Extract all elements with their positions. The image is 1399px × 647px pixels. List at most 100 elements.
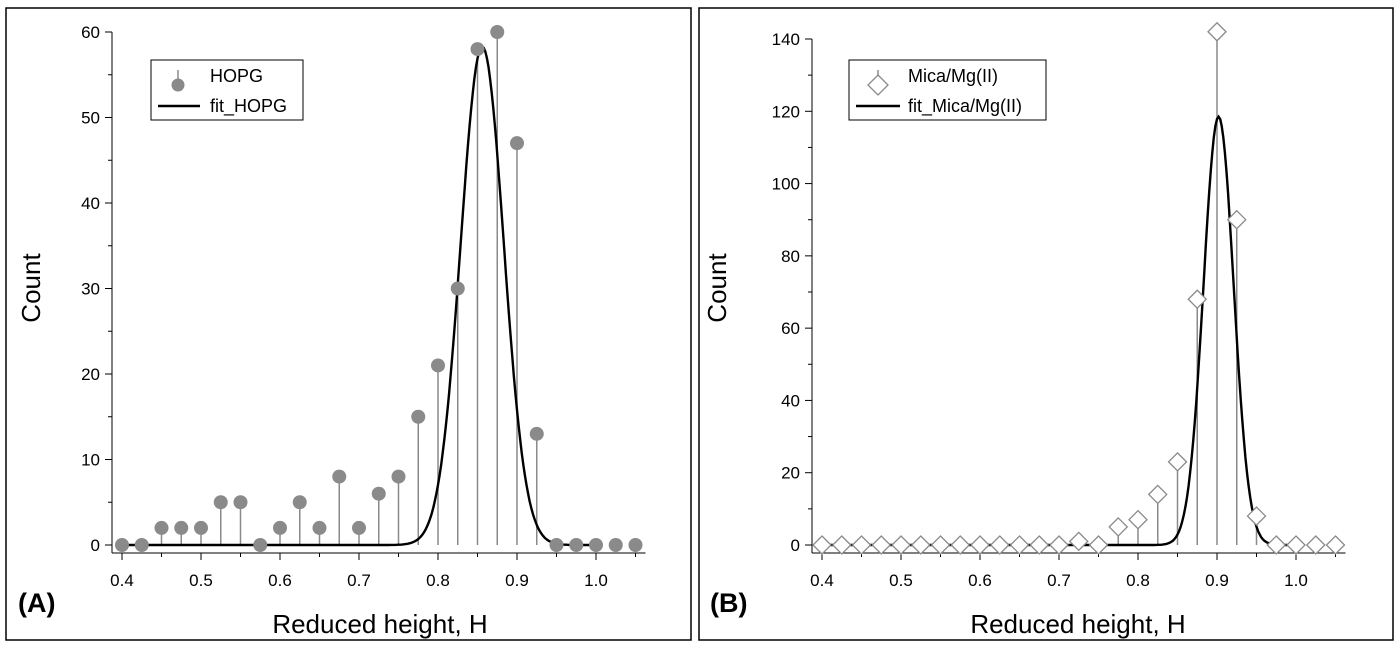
panel-b-data-point bbox=[1068, 531, 1089, 552]
panel-a-x-tick-label: 0.7 bbox=[347, 571, 371, 590]
panel-a-legend-series-label: HOPG bbox=[210, 66, 263, 86]
panel-a-x-tick-label: 0.4 bbox=[110, 571, 134, 590]
panel-b-y-tick-label: 40 bbox=[781, 391, 800, 410]
panel-b-fit bbox=[822, 114, 1296, 547]
panel-a-data-point bbox=[589, 538, 603, 552]
panel-a-xlabel: Reduced height, H bbox=[272, 609, 487, 639]
panel-b-data-point bbox=[1305, 535, 1326, 555]
panel-a: 0 10 20 30 40 50 60 0.4 0.5 0.6 0.7 0.8 0.9 1.0 HOPG … bbox=[5, 7, 692, 641]
panel-b-fit-curve bbox=[822, 114, 1296, 547]
panel-a-x-tick-label: 0.5 bbox=[189, 571, 213, 590]
panel-a-data-point bbox=[569, 538, 584, 552]
panel-a-fit bbox=[122, 44, 596, 547]
panel-b-stems bbox=[1078, 31, 1258, 545]
panel-b-data-point bbox=[871, 535, 892, 555]
panel-b-legend-marker bbox=[867, 74, 889, 96]
panel-a-data-point bbox=[292, 495, 307, 510]
panel-b-data-point bbox=[1167, 451, 1188, 472]
panel-b-data-point bbox=[1246, 506, 1267, 527]
panel-b-axes: 0 20 40 60 80 100 120 140 0.4 0.5 0.6 0.7 0.8 0.9 1.0 bbox=[772, 30, 1346, 590]
panel-b-x-tick-label: 0.5 bbox=[889, 571, 913, 590]
panel-b-data-point bbox=[891, 535, 911, 555]
panel-b-data-point bbox=[1009, 535, 1030, 555]
panel-b-data-point bbox=[989, 535, 1010, 555]
panel-b-data-point bbox=[910, 535, 931, 555]
panel-b-y-tick-label: 0 bbox=[791, 536, 800, 555]
panel-b-data-point bbox=[1029, 535, 1050, 555]
panel-b-y-tick-label: 120 bbox=[772, 102, 800, 121]
panel-a-x-tick-label: 0.9 bbox=[505, 571, 529, 590]
panel-b-legend-fit-label: fit_Mica/Mg(II) bbox=[908, 96, 1022, 117]
panel-b-data-point bbox=[1325, 535, 1346, 555]
panel-a-data-point bbox=[510, 136, 524, 151]
panel-b-y-tick-label: 20 bbox=[781, 464, 800, 483]
panel-a-y-tick-label: 50 bbox=[81, 109, 100, 128]
panel-b-label: (B) bbox=[710, 588, 747, 618]
panel-a-data-point bbox=[490, 25, 505, 39]
panel-b-data-point bbox=[812, 535, 832, 555]
panel-b-x-tick-label: 0.9 bbox=[1205, 571, 1229, 590]
panel-b-legend: Mica/Mg(II) fit_Mica/Mg(II) bbox=[848, 59, 1047, 121]
panel-b-legend-series-label: Mica/Mg(II) bbox=[908, 66, 998, 86]
panel-a-data-point bbox=[391, 469, 406, 484]
panel-a-label: (A) bbox=[18, 588, 55, 618]
panel-b-x-tick-label: 0.6 bbox=[968, 571, 992, 590]
panel-a-x-tick-label: 1.0 bbox=[584, 571, 608, 590]
panel-b-data-point bbox=[1207, 21, 1227, 42]
panel-b-frame bbox=[698, 7, 1394, 641]
panel-b-y-tick-label: 80 bbox=[781, 247, 800, 266]
panel-a-y-tick-label: 30 bbox=[81, 280, 100, 299]
panel-b-data-point bbox=[1226, 209, 1247, 230]
panel-a-data-point bbox=[115, 538, 129, 552]
panel-b-data-point bbox=[1266, 535, 1287, 555]
panel-b-y-tick-label: 60 bbox=[781, 319, 800, 338]
panel-a-data-point bbox=[312, 520, 327, 535]
panel-a-y-tick-label: 10 bbox=[81, 451, 100, 470]
panel-a-data-point bbox=[470, 42, 485, 57]
panel-a-data-point bbox=[411, 409, 426, 424]
panel-a-data-point bbox=[352, 520, 366, 535]
panel-b-data-point bbox=[950, 535, 971, 555]
panel-b-data-point bbox=[851, 535, 872, 555]
panel-a-data-point bbox=[194, 520, 208, 535]
panel-b-y-tick-label: 140 bbox=[772, 30, 800, 49]
panel-b-data-point bbox=[1147, 484, 1168, 505]
panel-a-y-tick-label: 20 bbox=[81, 365, 100, 384]
panel-a-x-tick-label: 0.8 bbox=[426, 571, 450, 590]
panel-a-fit-curve bbox=[122, 44, 596, 547]
panel-b-data-point bbox=[970, 535, 990, 555]
panel-a-data-point bbox=[253, 538, 268, 552]
panel-b-ylabel: Count bbox=[702, 253, 732, 323]
panel-b-data-point bbox=[831, 535, 852, 555]
panel-a-data-point bbox=[529, 426, 544, 441]
panel-a-data-point bbox=[431, 358, 445, 373]
panel-b-data-point bbox=[1088, 535, 1109, 555]
panel-b-y-tick-label: 100 bbox=[772, 175, 800, 194]
panel-b-data-point bbox=[1049, 535, 1069, 555]
panel-a-markers bbox=[115, 25, 643, 552]
panel-b-data-point bbox=[1128, 509, 1148, 530]
panel-a-data-point bbox=[174, 520, 189, 535]
panel-a-legend-marker bbox=[171, 78, 185, 92]
panel-a-data-point bbox=[233, 495, 248, 510]
panel-a-data-point bbox=[450, 281, 465, 296]
panel-a-data-point bbox=[332, 469, 347, 484]
panel-a-frame bbox=[5, 7, 692, 641]
panel-b-data-point bbox=[1286, 535, 1306, 555]
panel-b-x-tick-label: 0.8 bbox=[1126, 571, 1150, 590]
panel-b-x-tick-label: 0.4 bbox=[810, 571, 834, 590]
panel-b-markers bbox=[812, 21, 1346, 555]
panel-a-legend: HOPG fit_HOPG bbox=[150, 59, 304, 121]
panel-a-data-point bbox=[628, 538, 643, 552]
panel-a-ylabel: Count bbox=[16, 253, 46, 323]
panel-b-data-point bbox=[1187, 289, 1208, 310]
panel-a-axes: 0 10 20 30 40 50 60 0.4 0.5 0.6 0.7 0.8 0.9 1.0 bbox=[81, 23, 646, 590]
panel-a-legend-fit-label: fit_HOPG bbox=[210, 96, 287, 117]
panel-b-x-tick-label: 0.7 bbox=[1047, 571, 1071, 590]
panel-a-y-tick-label: 0 bbox=[91, 536, 100, 555]
panel-b-data-point bbox=[930, 535, 951, 555]
panel-a-y-tick-label: 60 bbox=[81, 23, 100, 42]
panel-a-data-point bbox=[154, 520, 169, 535]
